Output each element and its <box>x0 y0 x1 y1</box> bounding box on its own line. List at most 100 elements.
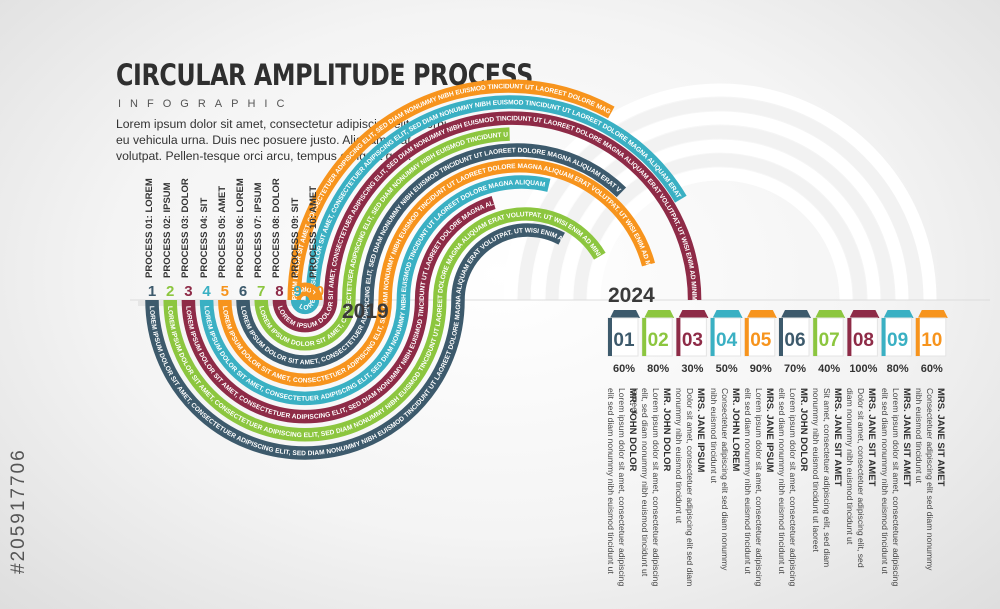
card-accent <box>744 318 749 356</box>
process-band <box>272 111 702 333</box>
process-number: 5 <box>220 283 229 300</box>
card-tab <box>746 310 777 318</box>
process-number: 7 <box>257 283 266 300</box>
process-band <box>287 79 615 301</box>
card-description: MRS. JANE SIT AMET Dolor sit amet, consec… <box>845 388 878 588</box>
bg-arc <box>587 167 853 301</box>
process-number: 3 <box>184 283 193 300</box>
card-text: Lorem ipsum dolor sit amet, consectetuer… <box>777 388 798 587</box>
process-number: 2 <box>166 283 175 300</box>
process-label: PROCESS 08: DOLOR <box>271 178 283 278</box>
card-accent <box>847 318 852 356</box>
card-tab <box>781 310 811 318</box>
card-percent: 90% <box>749 363 772 375</box>
card-percent: 100% <box>849 363 878 375</box>
card-person: MRS. JANE SIT AMET <box>866 388 878 487</box>
card-percent: 80% <box>886 363 909 375</box>
card-number: 07 <box>818 330 840 351</box>
card-accent <box>915 318 920 356</box>
card-number: 04 <box>716 330 738 351</box>
card-text: Sit amet, consectetuer adipiscing elit, … <box>811 388 832 568</box>
process-number: 10 <box>307 283 325 300</box>
process-band <box>145 223 565 460</box>
card-text: Dolor sit amet, consectetuer adipiscing … <box>845 388 866 568</box>
card-box <box>675 317 707 357</box>
card-description: MRS. JANE IPSUM Lorem ipsum dolor sit ame… <box>742 388 775 588</box>
process-label: PROCESS 07: IPSUM <box>253 182 265 278</box>
card-percent: 60% <box>612 363 636 375</box>
card-description: MRS. JANE SIT AMET Consectetuer adipiscin… <box>913 388 946 588</box>
process-label: PROCESS 09: SIT <box>289 197 301 278</box>
card-text: Dolor sit amet, consectetuer adipiscing … <box>674 388 695 587</box>
card-number: 05 <box>750 330 772 351</box>
process-label: PROCESS 03: DOLOR <box>180 178 192 278</box>
card-text: Consectetuer adipiscing elit sed diam no… <box>708 388 730 571</box>
card-description: MRS. JANE SIT AMET Sit amet, consectetuer… <box>811 388 843 588</box>
card-tab <box>644 310 675 318</box>
card-percent: 50% <box>715 363 738 375</box>
card-number: 03 <box>681 330 703 351</box>
process-label: PROCESS 02: IPSUM <box>162 182 174 278</box>
card-box <box>915 317 947 357</box>
process-number: 1 <box>147 283 157 300</box>
card-person: MRS. JANE SIT AMET <box>900 388 912 487</box>
process-label: PROCESS 10: AMET <box>307 185 319 278</box>
card-number: 01 <box>613 330 635 351</box>
process-band <box>254 127 510 351</box>
process-label: PROCESS 04: SIT <box>198 197 210 278</box>
bg-arc <box>517 97 923 301</box>
process-band <box>218 159 656 387</box>
card-tab <box>815 310 846 318</box>
card-description: MR. JOHN LOREM Consectetuer adipiscing el… <box>708 388 741 588</box>
process-number: 8 <box>275 283 284 300</box>
card-accent <box>881 318 886 356</box>
card-tab <box>678 310 709 318</box>
card-box <box>641 317 673 357</box>
card-percent: 30% <box>681 363 704 375</box>
card-person: MR. JOHN DOLOR <box>798 388 809 472</box>
process-number: 6 <box>238 283 248 300</box>
card-box <box>812 317 844 357</box>
card-description: MRS. JANE IPSUM Dolor sit amet, consectet… <box>674 388 707 588</box>
card-box <box>710 317 742 357</box>
card-person: MRS. JANE IPSUM <box>695 388 707 473</box>
card-description: MR. JOHN DOLOR Lorem ipsum dolor sit amet… <box>777 388 809 588</box>
card-text: Lorem ipsum dolor sit amet, consectetuer… <box>606 388 627 587</box>
card-tab <box>883 310 914 318</box>
process-number: 4 <box>202 283 211 300</box>
card-accent <box>676 318 681 356</box>
card-box <box>778 317 810 357</box>
bg-arc <box>573 153 867 301</box>
card-tab <box>849 310 880 318</box>
card-person: MRS. JANE IPSUM <box>763 388 775 473</box>
card-text: Consectetuer adipiscing elit sed diam no… <box>913 388 935 571</box>
card-tab <box>917 310 948 318</box>
card-percent: 40% <box>818 363 841 375</box>
card-percent: 70% <box>783 363 807 375</box>
process-band <box>163 207 606 442</box>
card-tab <box>610 310 640 318</box>
card-accent <box>779 318 783 356</box>
bg-arc <box>503 83 937 301</box>
page-subtitle: INFOGRAPHIC <box>118 98 294 110</box>
card-person: MRS. JANE SIT AMET <box>934 388 946 487</box>
card-accent <box>642 318 647 356</box>
card-accent <box>608 318 612 356</box>
process-label: PROCESS 06: LOREM <box>235 178 246 278</box>
watermark: #205917706 <box>8 448 29 574</box>
card-accent <box>813 318 818 356</box>
card-text: Lorem ipsum dolor sit amet, consectetuer… <box>742 388 764 587</box>
card-box <box>607 317 639 357</box>
card-number: 10 <box>921 330 943 351</box>
year-start: 2019 <box>342 300 389 323</box>
tab-strip <box>138 300 328 306</box>
year-end: 2024 <box>608 284 655 307</box>
card-percent: 60% <box>920 363 943 375</box>
card-tab <box>712 310 743 318</box>
card-person: MR. JOHN DOLOR <box>661 388 673 472</box>
card-accent <box>710 318 715 356</box>
process-label: PROCESS 01: LOREM <box>144 178 155 278</box>
process-band <box>236 143 627 369</box>
card-text: Lorem ipsum dolor sit amet, consectetuer… <box>879 388 901 587</box>
